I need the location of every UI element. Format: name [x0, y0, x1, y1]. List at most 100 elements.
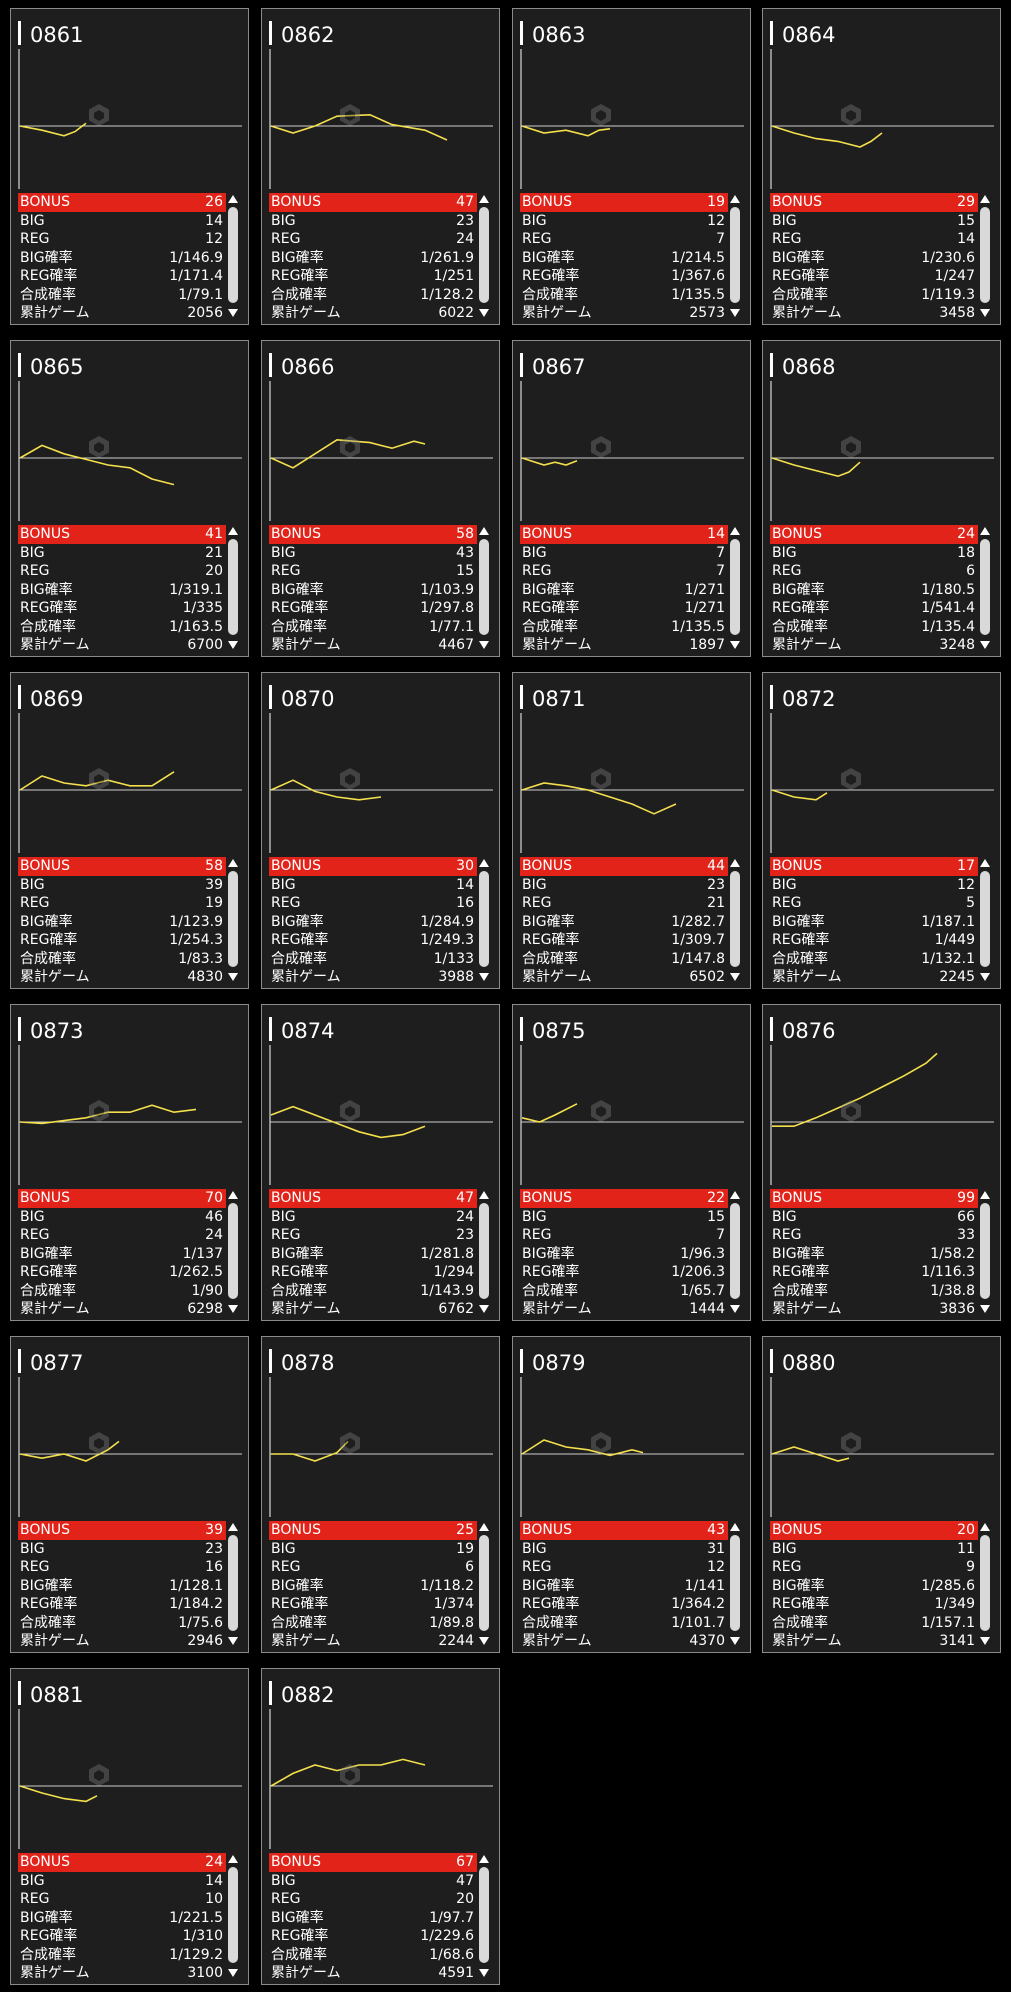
scrollbar-thumb[interactable] [730, 539, 740, 635]
stats-scrollbar[interactable] [477, 1521, 491, 1647]
scroll-down-arrow-icon[interactable] [730, 1637, 740, 1645]
scroll-down-arrow-icon[interactable] [228, 1637, 238, 1645]
scrollbar-thumb[interactable] [228, 539, 238, 635]
scroll-down-arrow-icon[interactable] [980, 309, 990, 317]
scrollbar-thumb[interactable] [479, 207, 489, 303]
machine-card[interactable]: 0879 BONUS 43 BIG 31 REG 12 BIG確率 1/141 REG確率 1/36… [512, 1336, 751, 1653]
scroll-up-arrow-icon[interactable] [730, 1191, 740, 1199]
stats-scrollbar[interactable] [477, 1853, 491, 1979]
machine-card[interactable]: 0870 BONUS 30 BIG 14 REG 16 BIG確率 1/284.9 REG確率 1/… [261, 672, 500, 989]
machine-card[interactable]: 0873 BONUS 70 BIG 46 REG 24 BIG確率 1/137 REG確率 1/26… [10, 1004, 249, 1321]
scroll-up-arrow-icon[interactable] [730, 859, 740, 867]
scrollbar-thumb[interactable] [980, 871, 990, 967]
scroll-up-arrow-icon[interactable] [228, 1523, 238, 1531]
machine-card[interactable]: 0863 BONUS 19 BIG 12 REG 7 BIG確率 1/214.5 REG確率 1/3… [512, 8, 751, 325]
scroll-up-arrow-icon[interactable] [228, 859, 238, 867]
scroll-up-arrow-icon[interactable] [479, 195, 489, 203]
machine-card[interactable]: 0867 BONUS 14 BIG 7 REG 7 BIG確率 1/271 REG確率 1/271 合… [512, 340, 751, 657]
scrollbar-thumb[interactable] [730, 1535, 740, 1631]
stats-scrollbar[interactable] [477, 857, 491, 983]
stats-scrollbar[interactable] [226, 857, 240, 983]
stats-scrollbar[interactable] [477, 525, 491, 651]
scroll-up-arrow-icon[interactable] [228, 1855, 238, 1863]
machine-card[interactable]: 0875 BONUS 22 BIG 15 REG 7 BIG確率 1/96.3 REG確率 1/20… [512, 1004, 751, 1321]
scrollbar-thumb[interactable] [228, 1203, 238, 1299]
scroll-down-arrow-icon[interactable] [228, 641, 238, 649]
scrollbar-thumb[interactable] [479, 1535, 489, 1631]
stats-scrollbar[interactable] [978, 193, 992, 319]
stats-scrollbar[interactable] [477, 193, 491, 319]
machine-card[interactable]: 0878 BONUS 25 BIG 19 REG 6 BIG確率 1/118.2 REG確率 1/3… [261, 1336, 500, 1653]
stats-scrollbar[interactable] [226, 1521, 240, 1647]
scrollbar-thumb[interactable] [228, 1867, 238, 1963]
scroll-down-arrow-icon[interactable] [479, 973, 489, 981]
scroll-down-arrow-icon[interactable] [479, 1637, 489, 1645]
stats-scrollbar[interactable] [477, 1189, 491, 1315]
machine-card[interactable]: 0868 BONUS 24 BIG 18 REG 6 BIG確率 1/180.5 REG確率 1/5… [762, 340, 1001, 657]
machine-card[interactable]: 0874 BONUS 47 BIG 24 REG 23 BIG確率 1/281.8 REG確率 1/… [261, 1004, 500, 1321]
scrollbar-thumb[interactable] [730, 1203, 740, 1299]
scrollbar-thumb[interactable] [479, 871, 489, 967]
scrollbar-thumb[interactable] [980, 207, 990, 303]
machine-card[interactable]: 0865 BONUS 41 BIG 21 REG 20 BIG確率 1/319.1 REG確率 1/… [10, 340, 249, 657]
scrollbar-thumb[interactable] [980, 1203, 990, 1299]
scroll-up-arrow-icon[interactable] [730, 195, 740, 203]
scrollbar-thumb[interactable] [479, 1867, 489, 1963]
scroll-down-arrow-icon[interactable] [980, 1305, 990, 1313]
machine-card[interactable]: 0877 BONUS 39 BIG 23 REG 16 BIG確率 1/128.1 REG確率 1/… [10, 1336, 249, 1653]
scroll-up-arrow-icon[interactable] [730, 527, 740, 535]
scroll-down-arrow-icon[interactable] [730, 309, 740, 317]
scroll-down-arrow-icon[interactable] [730, 641, 740, 649]
stats-scrollbar[interactable] [978, 1521, 992, 1647]
machine-card[interactable]: 0861 BONUS 26 BIG 14 REG 12 BIG確率 1/146.9 REG確率 1/… [10, 8, 249, 325]
scroll-up-arrow-icon[interactable] [980, 527, 990, 535]
scroll-down-arrow-icon[interactable] [980, 641, 990, 649]
scroll-up-arrow-icon[interactable] [479, 527, 489, 535]
scroll-up-arrow-icon[interactable] [479, 1191, 489, 1199]
machine-card[interactable]: 0871 BONUS 44 BIG 23 REG 21 BIG確率 1/282.7 REG確率 1/… [512, 672, 751, 989]
stats-scrollbar[interactable] [978, 857, 992, 983]
scrollbar-thumb[interactable] [228, 871, 238, 967]
scroll-up-arrow-icon[interactable] [479, 1523, 489, 1531]
scroll-up-arrow-icon[interactable] [980, 195, 990, 203]
scrollbar-thumb[interactable] [479, 539, 489, 635]
machine-card[interactable]: 0869 BONUS 58 BIG 39 REG 19 BIG確率 1/123.9 REG確率 1/… [10, 672, 249, 989]
scroll-up-arrow-icon[interactable] [980, 859, 990, 867]
machine-card[interactable]: 0862 BONUS 47 BIG 23 REG 24 BIG確率 1/261.9 REG確率 1/… [261, 8, 500, 325]
stats-scrollbar[interactable] [728, 1521, 742, 1647]
stats-scrollbar[interactable] [728, 857, 742, 983]
scrollbar-thumb[interactable] [228, 1535, 238, 1631]
scroll-down-arrow-icon[interactable] [228, 1305, 238, 1313]
scrollbar-thumb[interactable] [730, 207, 740, 303]
scroll-down-arrow-icon[interactable] [479, 1969, 489, 1977]
scroll-up-arrow-icon[interactable] [730, 1523, 740, 1531]
machine-card[interactable]: 0866 BONUS 58 BIG 43 REG 15 BIG確率 1/103.9 REG確率 1/… [261, 340, 500, 657]
machine-card[interactable]: 0881 BONUS 24 BIG 14 REG 10 BIG確率 1/221.5 REG確率 1/… [10, 1668, 249, 1985]
scroll-up-arrow-icon[interactable] [980, 1523, 990, 1531]
scroll-down-arrow-icon[interactable] [479, 309, 489, 317]
machine-card[interactable]: 0872 BONUS 17 BIG 12 REG 5 BIG確率 1/187.1 REG確率 1/4… [762, 672, 1001, 989]
scrollbar-thumb[interactable] [228, 207, 238, 303]
scroll-down-arrow-icon[interactable] [479, 641, 489, 649]
stats-scrollbar[interactable] [226, 1189, 240, 1315]
scroll-up-arrow-icon[interactable] [228, 1191, 238, 1199]
scroll-up-arrow-icon[interactable] [479, 1855, 489, 1863]
stats-scrollbar[interactable] [226, 1853, 240, 1979]
scrollbar-thumb[interactable] [730, 871, 740, 967]
stats-scrollbar[interactable] [978, 1189, 992, 1315]
stats-scrollbar[interactable] [728, 1189, 742, 1315]
machine-card[interactable]: 0880 BONUS 20 BIG 11 REG 9 BIG確率 1/285.6 REG確率 1/3… [762, 1336, 1001, 1653]
scroll-up-arrow-icon[interactable] [479, 859, 489, 867]
scroll-up-arrow-icon[interactable] [228, 195, 238, 203]
stats-scrollbar[interactable] [728, 525, 742, 651]
scroll-down-arrow-icon[interactable] [980, 1637, 990, 1645]
machine-card[interactable]: 0876 BONUS 99 BIG 66 REG 33 BIG確率 1/58.2 REG確率 1/1… [762, 1004, 1001, 1321]
scrollbar-thumb[interactable] [980, 1535, 990, 1631]
scroll-down-arrow-icon[interactable] [228, 973, 238, 981]
scroll-down-arrow-icon[interactable] [980, 973, 990, 981]
scroll-down-arrow-icon[interactable] [228, 309, 238, 317]
scroll-down-arrow-icon[interactable] [730, 1305, 740, 1313]
scroll-down-arrow-icon[interactable] [228, 1969, 238, 1977]
scroll-up-arrow-icon[interactable] [980, 1191, 990, 1199]
stats-scrollbar[interactable] [728, 193, 742, 319]
